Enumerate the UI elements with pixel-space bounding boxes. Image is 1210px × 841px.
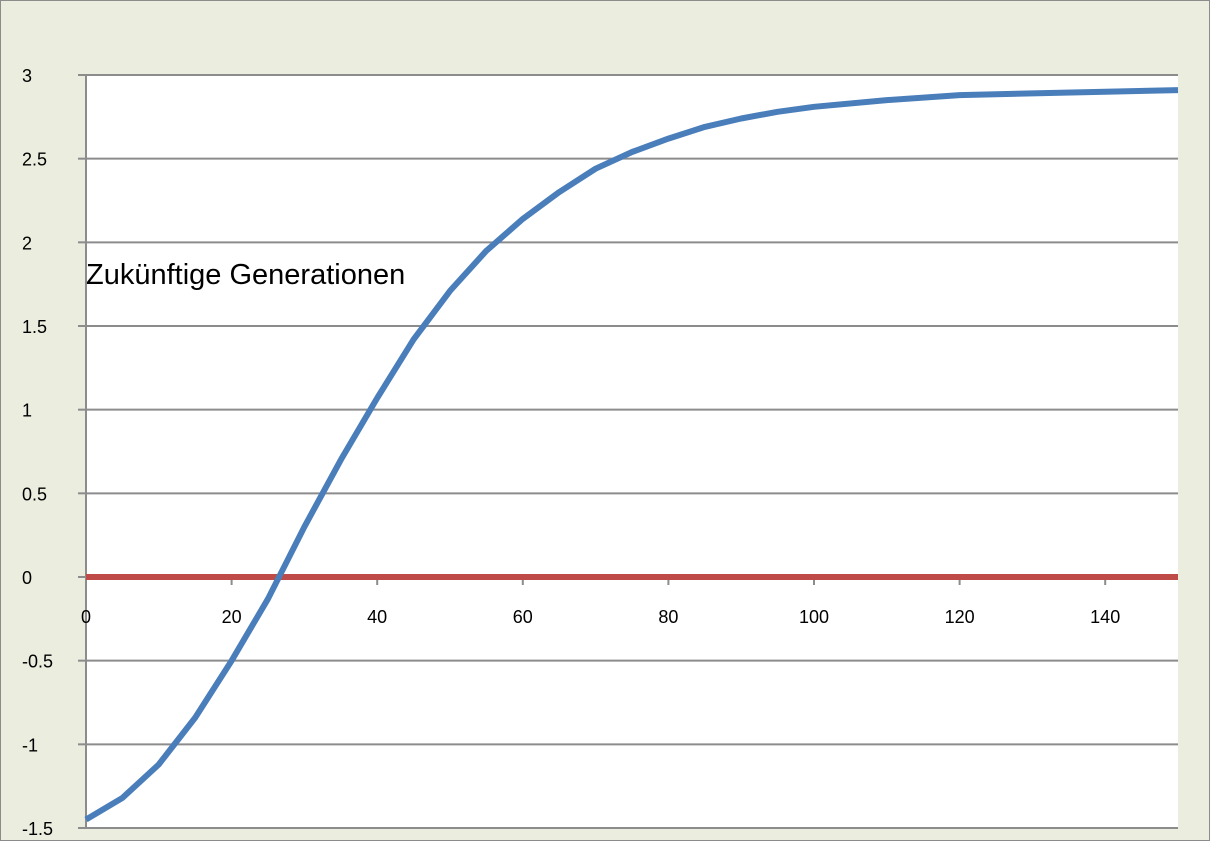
y-tick-label: -1 xyxy=(22,735,38,755)
x-axis-ticks: 0 20 40 60 80 100 120 140 xyxy=(81,577,1120,627)
y-tick-label: -1.5 xyxy=(22,819,53,839)
y-tick-label: 3 xyxy=(22,66,32,86)
y-tick-label: 2 xyxy=(22,233,32,253)
y-tick-label: 0.5 xyxy=(22,484,47,504)
y-tick-label: 1.5 xyxy=(22,317,47,337)
x-tick-label: 80 xyxy=(658,607,678,627)
x-tick-label: 40 xyxy=(367,607,387,627)
series-line-curve xyxy=(84,87,1179,823)
grid-lines xyxy=(86,74,1178,829)
y-tick-label: 1 xyxy=(22,401,32,421)
y-tick-label: 0 xyxy=(22,568,32,588)
x-tick-label: 100 xyxy=(799,607,829,627)
x-tick-label: 140 xyxy=(1090,607,1120,627)
x-tick-label: 0 xyxy=(81,607,91,627)
x-tick-label: 20 xyxy=(222,607,242,627)
x-tick-label: 120 xyxy=(945,607,975,627)
annotation-label: Zukünftige Generationen xyxy=(86,259,405,291)
series-layer xyxy=(84,87,1179,823)
y-axis-ticks: -1.5 -1 -0.5 0 0.5 1 1.5 2 2.5 3 xyxy=(22,66,86,839)
y-tick-label: 2.5 xyxy=(22,150,47,170)
plot-area xyxy=(86,75,1178,828)
y-tick-label: -0.5 xyxy=(22,652,53,672)
x-tick-label: 60 xyxy=(513,607,533,627)
